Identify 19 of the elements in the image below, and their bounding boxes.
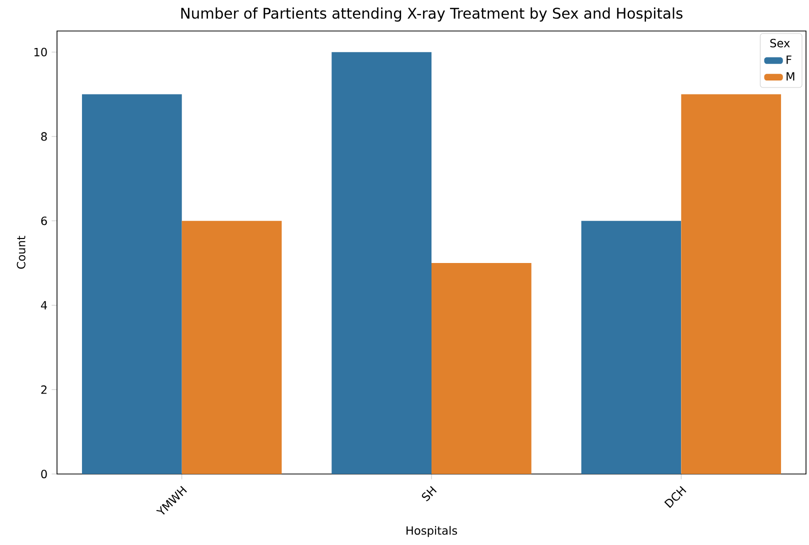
bar [581, 220, 682, 474]
legend-label: F [786, 56, 792, 64]
y-tick-label: 4 [40, 301, 47, 310]
y-tick-label: 8 [41, 132, 47, 141]
chart-title: Number of Partients attending X-ray Treatment by Sex and Hospitals [181, 7, 682, 22]
y-tick-label: 2 [41, 385, 47, 394]
bar [82, 94, 182, 474]
x-tick-label: SH [422, 486, 437, 502]
y-tick-label: 10 [34, 48, 47, 56]
bar [182, 220, 282, 474]
y-tick-label: 0 [41, 470, 47, 478]
y-axis-title: Count [16, 236, 26, 269]
y-tick-label: 6 [41, 216, 47, 226]
legend-label: M [786, 72, 794, 80]
bar [332, 52, 432, 474]
bar [681, 94, 782, 474]
legend-title: Sex [770, 38, 790, 48]
bar [432, 263, 532, 474]
x-axis-title: Hospitals [406, 526, 458, 537]
